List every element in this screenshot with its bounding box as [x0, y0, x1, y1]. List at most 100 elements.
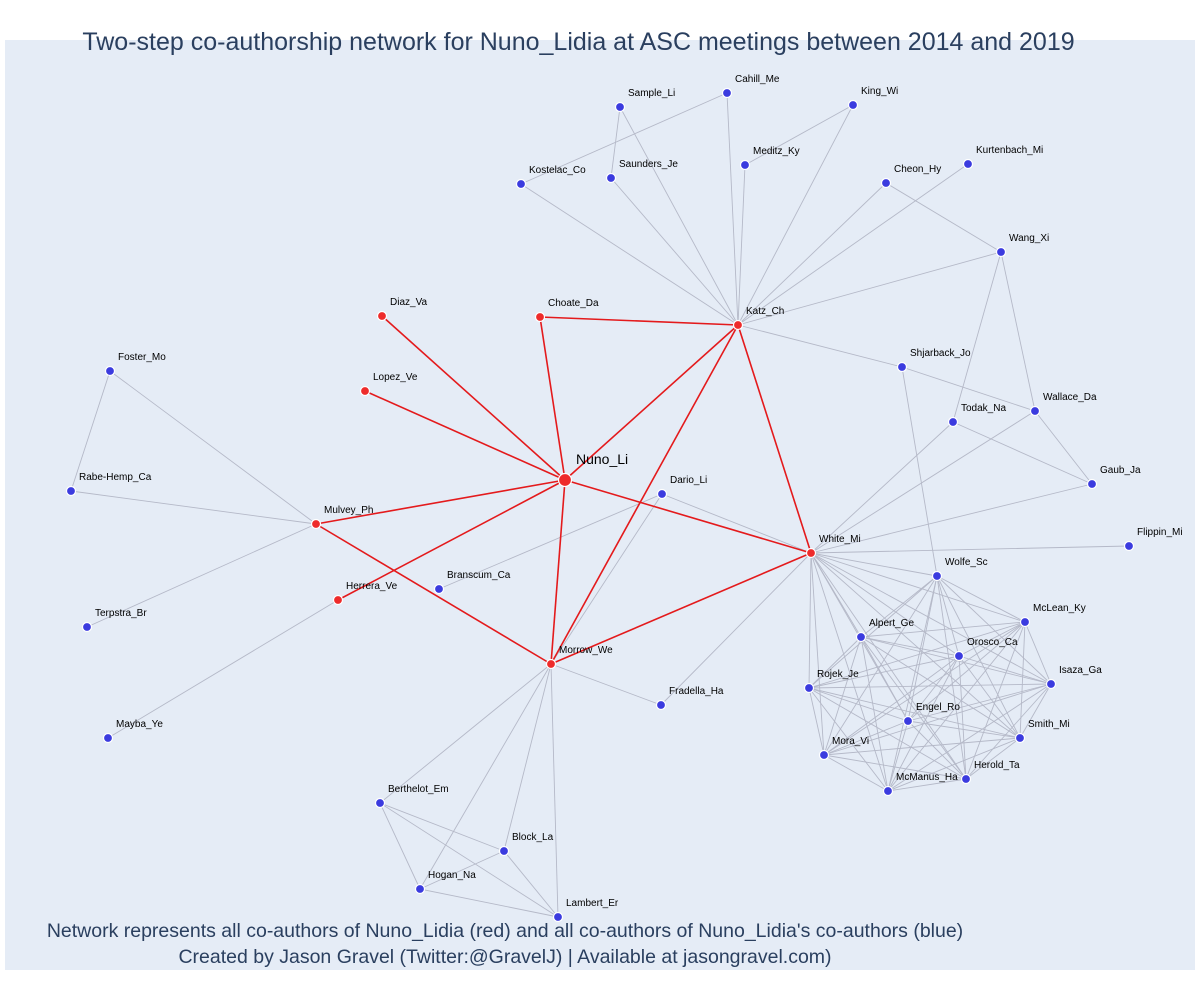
edge-morrow-we-berthelot-em: [379, 663, 552, 804]
node-nuno-li[interactable]: [557, 472, 573, 488]
edge-cahill-me-kostelac-co: [520, 92, 728, 185]
node-label-morrow-we: Morrow_We: [559, 645, 613, 656]
edge-nuno-li-morrow-we: [550, 479, 566, 665]
edge-nuno-li-white-mi: [564, 479, 812, 554]
node-katz-ch[interactable]: [732, 319, 744, 331]
edge-berthelot-em-lambert-er: [379, 802, 559, 918]
edge-block-la-hogan-na: [419, 850, 505, 890]
node-label-white-mi: White_Mi: [819, 534, 861, 545]
edge-katz-ch-kostelac-co: [520, 183, 739, 326]
edge-mclean-ky-engel-ro: [907, 621, 1026, 722]
edge-white-mi-mora-vi: [810, 552, 825, 756]
edge-white-mi-flippin-mi: [810, 545, 1130, 554]
node-block-la[interactable]: [498, 845, 510, 857]
node-label-rabe-hemp-ca: Rabe-Hemp_Ca: [79, 472, 152, 483]
edge-white-mi-herold-ta: [810, 552, 967, 780]
edge-foster-mo-mulvey-ph: [109, 370, 317, 525]
caption-line-1: Network represents all co-authors of Nun…: [46, 920, 964, 942]
node-rojek-je[interactable]: [803, 682, 815, 694]
node-gaub-ja[interactable]: [1086, 478, 1098, 490]
node-wolfe-sc[interactable]: [931, 570, 943, 582]
edge-orosco-ca-smith-mi: [958, 655, 1021, 739]
edge-todak-na-gaub-ja: [952, 421, 1093, 485]
node-saunders-je[interactable]: [605, 172, 617, 184]
node-lopez-ve[interactable]: [359, 385, 371, 397]
node-mcmanus-ha[interactable]: [882, 785, 894, 797]
edge-engel-ro-mcmanus-ha: [887, 720, 909, 792]
node-terpstra-br[interactable]: [81, 621, 93, 633]
node-cahill-me[interactable]: [721, 87, 733, 99]
edge-wolfe-sc-isaza-ga: [936, 575, 1052, 685]
node-orosco-ca[interactable]: [953, 650, 965, 662]
node-mulvey-ph[interactable]: [310, 518, 322, 530]
node-label-berthelot-em: Berthelot_Em: [388, 784, 449, 795]
node-isaza-ga[interactable]: [1045, 678, 1057, 690]
node-mora-vi[interactable]: [818, 749, 830, 761]
node-label-fradella-ha: Fradella_Ha: [669, 686, 724, 697]
edge-herold-ta-mcmanus-ha: [887, 778, 967, 792]
node-wallace-da[interactable]: [1029, 405, 1041, 417]
node-sample-li[interactable]: [614, 101, 626, 113]
edge-wang-xi-wallace-da: [1000, 251, 1036, 412]
node-label-mayba-ye: Mayba_Ye: [116, 719, 163, 730]
node-meditz-ky[interactable]: [739, 159, 751, 171]
node-shjarback-jo[interactable]: [896, 361, 908, 373]
edge-dario-li-morrow-we: [550, 493, 663, 665]
edge-wolfe-sc-mclean-ky: [936, 575, 1026, 623]
edge-engel-ro-smith-mi: [907, 720, 1021, 739]
node-berthelot-em[interactable]: [374, 797, 386, 809]
node-mayba-ye[interactable]: [102, 732, 114, 744]
edge-alpert-ge-engel-ro: [860, 636, 909, 722]
edge-orosco-ca-engel-ro: [907, 655, 960, 722]
node-fradella-ha[interactable]: [655, 699, 667, 711]
edge-alpert-ge-herold-ta: [860, 636, 967, 780]
node-label-king-wi: King_Wi: [861, 86, 898, 97]
node-todak-na[interactable]: [947, 416, 959, 428]
node-lambert-er[interactable]: [552, 911, 564, 923]
node-alpert-ge[interactable]: [855, 631, 867, 643]
node-rabe-hemp-ca[interactable]: [65, 485, 77, 497]
node-white-mi[interactable]: [805, 547, 817, 559]
edge-morrow-we-fradella-ha: [550, 663, 662, 706]
node-diaz-va[interactable]: [376, 310, 388, 322]
node-morrow-we[interactable]: [545, 658, 557, 670]
edge-smith-mi-mora-vi: [823, 737, 1021, 756]
node-kurtenbach-mi[interactable]: [962, 158, 974, 170]
edge-mulvey-ph-morrow-we: [315, 523, 552, 665]
node-herold-ta[interactable]: [960, 773, 972, 785]
edge-white-mi-smith-mi: [810, 552, 1021, 739]
node-king-wi[interactable]: [847, 99, 859, 111]
edge-orosco-ca-herold-ta: [958, 655, 967, 780]
edge-morrow-we-block-la: [503, 663, 552, 852]
edge-king-wi-meditz-ky: [744, 104, 854, 166]
node-foster-mo[interactable]: [104, 365, 116, 377]
node-choate-da[interactable]: [534, 311, 546, 323]
edge-katz-ch-wang-xi: [737, 251, 1002, 326]
node-mclean-ky[interactable]: [1019, 616, 1031, 628]
edge-rojek-je-herold-ta: [808, 687, 967, 780]
node-dario-li[interactable]: [656, 488, 668, 500]
node-smith-mi[interactable]: [1014, 732, 1026, 744]
edge-shjarback-jo-wallace-da: [901, 366, 1036, 412]
node-branscum-ca[interactable]: [433, 583, 445, 595]
edge-katz-ch-shjarback-jo: [737, 324, 903, 368]
node-label-lopez-ve: Lopez_Ve: [373, 372, 418, 383]
plot-area: [5, 40, 1195, 970]
node-label-flippin-mi: Flippin_Mi: [1137, 527, 1183, 538]
edge-white-mi-mcmanus-ha: [810, 552, 889, 792]
edge-mclean-ky-herold-ta: [965, 621, 1026, 780]
node-hogan-na[interactable]: [414, 883, 426, 895]
node-herrera-ve[interactable]: [332, 594, 344, 606]
edge-morrow-we-hogan-na: [419, 663, 552, 890]
edge-wolfe-sc-mcmanus-ha: [887, 575, 938, 792]
node-engel-ro[interactable]: [902, 715, 914, 727]
node-label-nuno-li: Nuno_Li: [576, 451, 628, 467]
node-kostelac-co[interactable]: [515, 178, 527, 190]
node-wang-xi[interactable]: [995, 246, 1007, 258]
node-flippin-mi[interactable]: [1123, 540, 1135, 552]
node-cheon-hy[interactable]: [880, 177, 892, 189]
node-label-isaza-ga: Isaza_Ga: [1059, 665, 1102, 676]
node-label-mora-vi: Mora_Vi: [832, 736, 869, 747]
edge-wolfe-sc-alpert-ge: [860, 575, 938, 638]
